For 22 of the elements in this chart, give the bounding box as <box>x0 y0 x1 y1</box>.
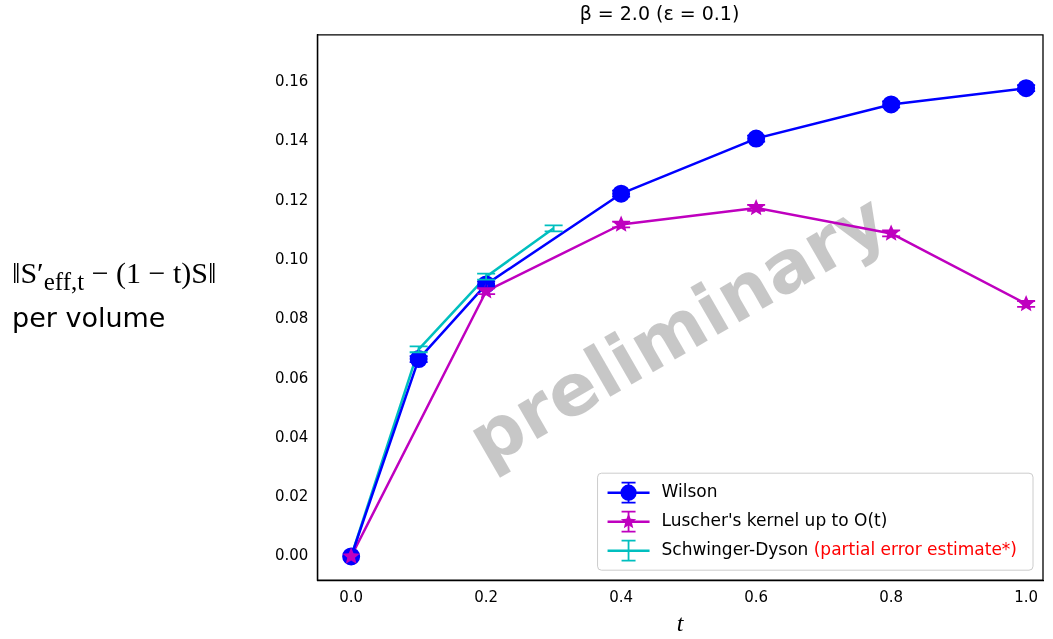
legend-label: Wilson <box>661 481 718 502</box>
x-tick-label: 0.8 <box>879 588 904 607</box>
y-tick-label: 0.14 <box>274 131 309 150</box>
y-tick-label: 0.16 <box>274 72 309 91</box>
y-tick-label: 0.12 <box>274 190 309 209</box>
legend-label: Schwinger-Dyson <box>661 539 809 560</box>
x-tick-label: 0.0 <box>339 588 364 607</box>
annotation: (partial error estimate*) <box>813 539 1017 560</box>
x-tick-label: 0.6 <box>744 588 769 607</box>
legend-label: Luscher's kernel up to O(t) <box>661 510 888 531</box>
y-tick-label: 0.04 <box>274 427 309 446</box>
y-tick-label: 0.08 <box>274 309 309 328</box>
x-axis-title: t <box>676 609 685 636</box>
y-axis-title: ‖S′$_{eff,t}$ − (1 − t)S‖ per volume <box>12 255 217 335</box>
x-tick-label: 1.0 <box>1014 588 1039 607</box>
chart-title: β = 2.0 (ε = 0.1) <box>579 2 740 25</box>
y-tick-label: 0.02 <box>274 487 309 506</box>
y-tick-label: 0.10 <box>274 249 309 268</box>
x-tick-label: 0.4 <box>609 588 634 607</box>
x-tick-label: 0.2 <box>474 588 499 607</box>
y-tick-label: 0.00 <box>274 546 309 565</box>
y-tick-label: 0.06 <box>274 368 309 387</box>
